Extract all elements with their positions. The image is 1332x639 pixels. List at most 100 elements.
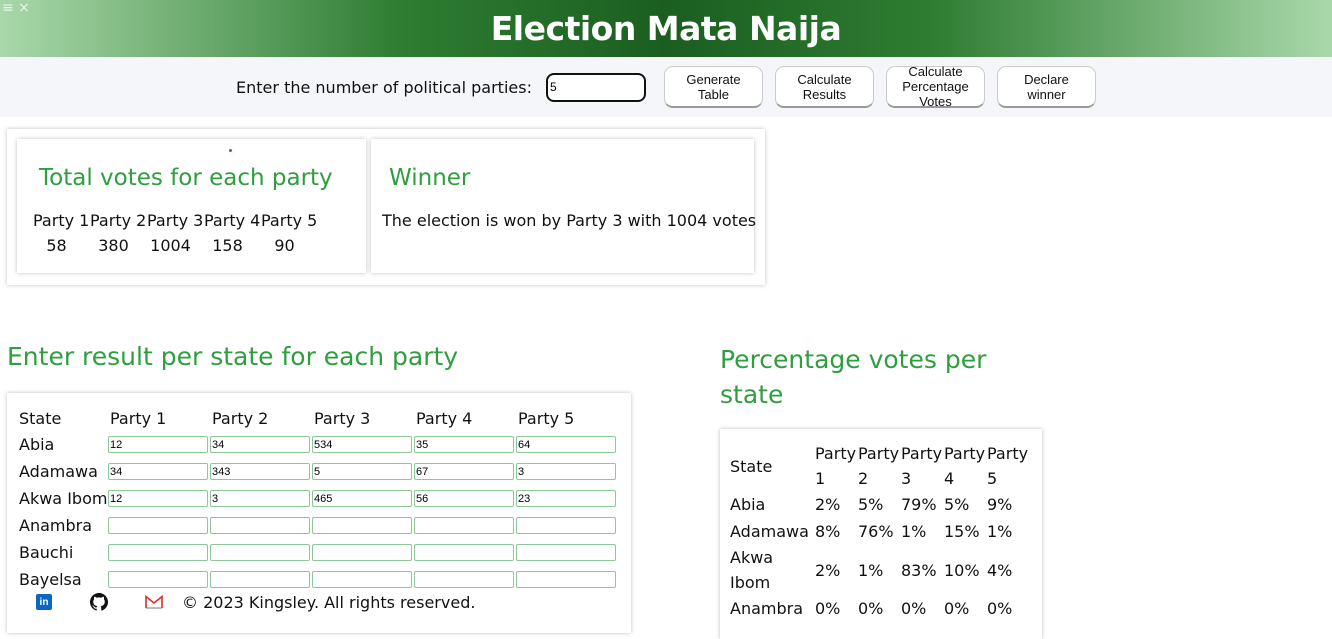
vote-cell <box>210 485 312 512</box>
vote-input[interactable] <box>414 571 514 588</box>
column-header: Party 4 <box>944 444 986 488</box>
percentage-cell: 10% <box>944 560 980 580</box>
percentage-cell: 5% <box>858 495 884 514</box>
github-icon[interactable] <box>90 593 108 611</box>
vote-input[interactable] <box>414 463 514 480</box>
percentage-cell: 2% <box>815 495 841 514</box>
vote-input[interactable] <box>210 544 310 561</box>
column-header: Party 1 <box>815 444 857 488</box>
vote-input[interactable] <box>312 517 412 534</box>
totals-party-label: Party 3 <box>147 211 204 230</box>
vote-cell <box>108 485 210 512</box>
winner-title: Winner <box>389 165 471 191</box>
state-name: Anambra <box>19 516 93 535</box>
vote-cell <box>516 566 618 593</box>
vote-cell <box>414 512 516 539</box>
vote-input[interactable] <box>210 436 310 453</box>
totals-party-label: Party 5 <box>261 211 318 230</box>
vote-input[interactable] <box>414 490 514 507</box>
vote-cell <box>414 566 516 593</box>
totals-party-label: Party 1 <box>33 211 90 230</box>
declare-winner-button[interactable]: Declare winner <box>996 66 1096 108</box>
column-header: Party 2 <box>858 444 900 488</box>
vote-input[interactable] <box>108 544 208 561</box>
vote-input[interactable] <box>516 571 616 588</box>
vote-cell <box>210 539 312 566</box>
totals-vote-value: 380 <box>98 236 129 255</box>
winner-text: The election is won by Party 3 with 1004… <box>382 211 757 230</box>
vote-input[interactable] <box>210 490 310 507</box>
percentage-cell: 15% <box>944 522 980 541</box>
percentage-table-body: Abia 2% 5% 79% 5% 9% Adamawa 8% 76% 1% 15% 1% Akwa I… <box>730 491 1030 622</box>
vote-input[interactable] <box>312 436 412 453</box>
vote-input[interactable] <box>108 490 208 507</box>
vote-input[interactable] <box>108 517 208 534</box>
percentage-cell: 5% <box>944 495 970 514</box>
vote-cell <box>414 539 516 566</box>
vote-input[interactable] <box>414 544 514 561</box>
percentage-cell: 4% <box>987 560 1013 580</box>
state-name: Anambra <box>730 599 804 618</box>
entry-table-card: State Party 1 Party 2 Party 3 Party 4 Pa… <box>7 393 631 633</box>
vote-input[interactable] <box>516 463 616 480</box>
entry-table-body: Abia Adamawa Akwa Ibom Anambra Bauchi Bayelsa <box>17 431 618 593</box>
vote-cell <box>312 566 414 593</box>
generate-table-button[interactable]: Generate Table <box>663 66 763 108</box>
vote-cell <box>516 458 618 485</box>
vote-cell <box>108 512 210 539</box>
totals-vote-value: 1004 <box>150 236 191 255</box>
totals-party-label: Party 2 <box>90 211 147 230</box>
calculate-percentage-button[interactable]: Calculate Percentage Votes <box>885 64 985 109</box>
toolbar: Enter the number of political parties: G… <box>0 57 1332 117</box>
column-header: Party 5 <box>987 444 1029 488</box>
vote-input[interactable] <box>210 463 310 480</box>
vote-input[interactable] <box>516 517 616 534</box>
totals-vote-value: 90 <box>274 236 295 255</box>
table-row: Anambra 0% 0% 0% 0% 0% <box>730 595 1030 622</box>
vote-cell <box>312 485 414 512</box>
footer: in © 2023 Kingsley. All rights reserved. <box>8 589 475 616</box>
vote-cell <box>108 566 210 593</box>
vote-cell <box>414 431 516 458</box>
table-row: Bauchi <box>17 539 618 566</box>
state-name: Bauchi <box>19 543 74 562</box>
vote-input[interactable] <box>210 517 310 534</box>
red-dot <box>229 149 232 152</box>
vote-input[interactable] <box>108 436 208 453</box>
totals-vote-value: 58 <box>46 236 67 255</box>
vote-cell <box>516 485 618 512</box>
state-name: Adamawa <box>730 522 809 541</box>
vote-cell <box>108 458 210 485</box>
vote-input[interactable] <box>108 463 208 480</box>
vote-cell <box>210 431 312 458</box>
entry-section-title: Enter result per state for each party <box>7 342 459 371</box>
table-row: Adamawa 8% 76% 1% 15% 1% <box>730 518 1030 545</box>
table-row: Anambra <box>17 512 618 539</box>
menu-close-icon[interactable]: ≡ × <box>2 0 30 16</box>
vote-input[interactable] <box>414 436 514 453</box>
vote-input[interactable] <box>516 436 616 453</box>
parties-count-input[interactable] <box>545 72 646 102</box>
vote-input[interactable] <box>312 571 412 588</box>
column-header: Party 3 <box>314 408 371 428</box>
vote-cell <box>414 458 516 485</box>
column-header: Party 3 <box>901 444 943 488</box>
percentage-table: State Party 1 Party 2 Party 3 Party 4 Pa… <box>730 441 1030 622</box>
vote-input[interactable] <box>516 490 616 507</box>
percentage-cell: 1% <box>987 522 1013 541</box>
vote-input[interactable] <box>312 544 412 561</box>
column-header: Party 5 <box>518 408 575 428</box>
calculate-results-button[interactable]: Calculate Results <box>774 66 874 108</box>
gmail-icon[interactable] <box>145 594 163 610</box>
vote-input[interactable] <box>210 571 310 588</box>
vote-input[interactable] <box>108 571 208 588</box>
vote-input[interactable] <box>414 517 514 534</box>
state-name: Adamawa <box>19 462 98 481</box>
linkedin-icon[interactable]: in <box>36 594 52 610</box>
vote-input[interactable] <box>312 463 412 480</box>
percentage-cell: 79% <box>901 495 937 514</box>
percentage-cell: 8% <box>815 522 841 541</box>
vote-input[interactable] <box>312 490 412 507</box>
vote-input[interactable] <box>516 544 616 561</box>
totals-vote-value: 158 <box>212 236 243 255</box>
